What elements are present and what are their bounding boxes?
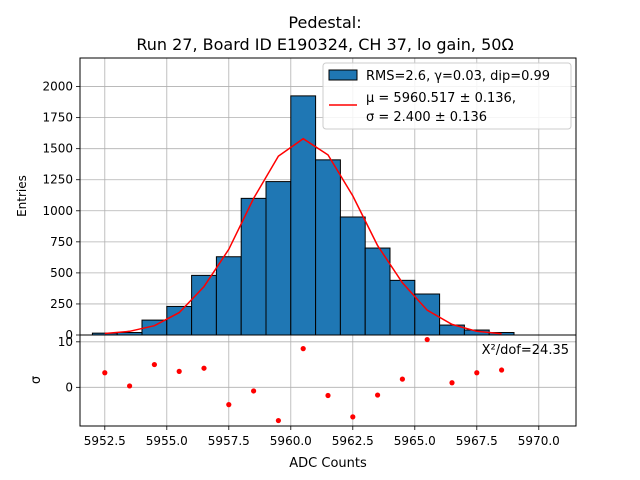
main-y-tick-label: 1250 bbox=[42, 173, 73, 187]
histogram-bar bbox=[240, 197, 267, 336]
x-axis-label: ADC Counts bbox=[289, 456, 367, 471]
main-y-tick-label: 2000 bbox=[42, 80, 73, 94]
histogram-bar bbox=[315, 159, 341, 336]
histogram-bar bbox=[389, 279, 416, 336]
chart-title-line1: Pedestal: bbox=[288, 13, 361, 32]
histogram-bar bbox=[290, 95, 317, 336]
x-tick-label: 5967.5 bbox=[456, 434, 498, 448]
residual-points bbox=[102, 336, 505, 424]
legend: RMS=2.6, γ=0.03, dip=0.99 μ = 5960.517 ±… bbox=[322, 62, 572, 130]
main-y-tick-label: 0 bbox=[65, 328, 73, 342]
residual-annotation: X²/dof=24.35 bbox=[482, 343, 569, 358]
residual-point bbox=[251, 388, 257, 394]
residual-point bbox=[399, 376, 405, 382]
main-y-tick-label: 500 bbox=[50, 266, 73, 280]
x-tick-label: 5957.5 bbox=[208, 434, 250, 448]
residual-grid bbox=[80, 335, 576, 426]
x-tick-label: 5952.5 bbox=[84, 434, 126, 448]
residual-point bbox=[499, 367, 505, 373]
residual-point bbox=[151, 361, 157, 368]
gaussian-fit-line bbox=[104, 137, 502, 335]
main-y-tick-label: 750 bbox=[50, 235, 73, 249]
residuals-panel: 0 10 5952.5 5955.0 5957.5 5960.0 5962.5 5965.0… bbox=[29, 334, 577, 471]
residual-point bbox=[325, 392, 331, 399]
main-y-axis-label: Entries bbox=[15, 175, 29, 217]
residual-y-tick-label: 0 bbox=[65, 380, 73, 394]
histogram-bar bbox=[215, 256, 242, 336]
histogram-bar bbox=[364, 247, 391, 336]
residual-point bbox=[127, 383, 133, 389]
residual-point bbox=[102, 370, 108, 376]
residual-y-ticks: 0 10 bbox=[58, 335, 80, 394]
legend-fit-label-line2: σ = 2.400 ± 0.136 bbox=[366, 110, 487, 125]
histogram-bars bbox=[91, 95, 515, 336]
residual-point bbox=[275, 417, 281, 424]
residual-point bbox=[201, 365, 207, 371]
residual-y-tick-label: 10 bbox=[58, 335, 73, 349]
legend-box bbox=[322, 62, 572, 130]
residual-plot-area bbox=[80, 335, 576, 426]
x-tick-label: 5955.0 bbox=[146, 434, 188, 448]
residual-x-ticks: 5952.5 5955.0 5957.5 5960.0 5962.5 5965.0 5967… bbox=[84, 426, 560, 448]
histogram-bar bbox=[265, 181, 292, 336]
x-tick-label: 5965.0 bbox=[394, 434, 436, 448]
main-y-tick-label: 250 bbox=[50, 297, 73, 311]
residual-y-axis-label: σ bbox=[29, 376, 44, 384]
histogram-bar bbox=[339, 216, 366, 336]
x-tick-label: 5960.0 bbox=[270, 434, 312, 448]
histogram-bar bbox=[166, 305, 193, 336]
main-y-tick-label: 1750 bbox=[42, 111, 73, 125]
x-tick-label: 5970.0 bbox=[518, 434, 560, 448]
residual-plot-frame bbox=[79, 334, 577, 427]
legend-histogram-label: RMS=2.6, γ=0.03, dip=0.99 bbox=[366, 69, 550, 84]
residual-point bbox=[350, 414, 356, 420]
chart-title-line2: Run 27, Board ID E190324, CH 37, lo gain… bbox=[136, 35, 513, 54]
residual-point bbox=[300, 346, 306, 352]
legend-fit-label-line1: μ = 5960.517 ± 0.136, bbox=[366, 91, 516, 106]
residual-point bbox=[375, 392, 381, 398]
residual-point bbox=[449, 380, 455, 386]
histogram-bar bbox=[191, 274, 217, 336]
legend-histogram-swatch bbox=[328, 69, 358, 81]
main-y-tick-label: 1500 bbox=[42, 142, 73, 156]
residual-point bbox=[474, 370, 480, 376]
main-y-tick-label: 1000 bbox=[42, 204, 73, 218]
residual-point bbox=[424, 336, 430, 343]
main-y-ticks: 0 250 500 750 1000 1250 1500 1750 2000 bbox=[42, 80, 80, 342]
main-histogram-panel: 0 250 500 750 1000 1250 1500 1750 2000 Entries R… bbox=[15, 57, 577, 342]
residual-point bbox=[226, 402, 232, 408]
x-tick-label: 5962.5 bbox=[332, 434, 374, 448]
residual-point bbox=[176, 368, 182, 374]
